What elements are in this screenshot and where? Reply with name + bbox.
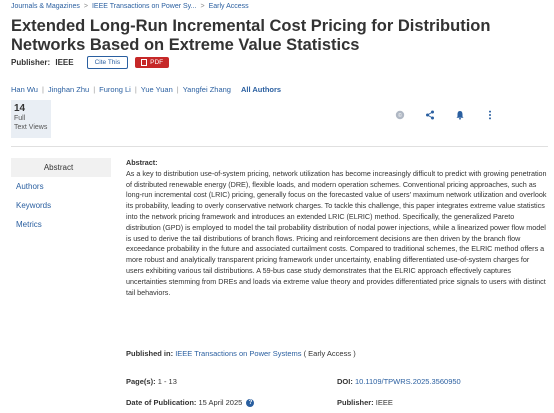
pub-date-value: 15 April 2025 [198, 398, 243, 407]
author-link[interactable]: Yue Yuan [140, 85, 173, 94]
share-icon[interactable] [425, 110, 435, 120]
metric-label-line2: Text Views [14, 124, 48, 131]
nav-item-authors[interactable]: Authors [16, 182, 44, 191]
published-in: Published in: IEEE Transactions on Power… [126, 349, 356, 358]
page-title: Extended Long-Run Incremental Cost Prici… [11, 17, 491, 54]
publisher-name: IEEE [55, 57, 74, 67]
pages-label: Page(s): [126, 377, 156, 386]
publication-date: Date of Publication: 15 April 2025 ? [126, 398, 255, 408]
more-options-icon[interactable] [485, 110, 495, 120]
cite-this-button[interactable]: Cite This [86, 55, 129, 69]
abstract-heading: Abstract: [126, 158, 158, 167]
breadcrumb-separator: > [200, 3, 205, 10]
breadcrumb-separator: > [83, 3, 88, 10]
action-icons: © [395, 110, 495, 120]
doi-link[interactable]: 10.1109/TPWRS.2025.3560950 [354, 377, 461, 386]
published-in-label: Published in: [126, 349, 174, 358]
publisher-info: Publisher: IEEE [11, 58, 74, 67]
publisher-row: Publisher: IEEE Cite This PDF [11, 54, 170, 70]
nav-item-metrics[interactable]: Metrics [16, 220, 42, 229]
nav-item-keywords[interactable]: Keywords [16, 201, 52, 210]
author-link[interactable]: Jinghan Zhu [47, 85, 90, 94]
metric-count: 14 [14, 103, 26, 114]
abstract-section: Abstract: As a key to distribution use-o… [126, 158, 548, 298]
doi-label: DOI: [337, 377, 353, 386]
all-authors-link[interactable]: All Authors [240, 85, 282, 94]
breadcrumb-early-access[interactable]: Early Access [208, 3, 249, 10]
copyright-icon[interactable]: © [395, 110, 405, 120]
author-link[interactable]: Han Wu [11, 85, 38, 94]
pub-date-label: Date of Publication: [126, 398, 197, 407]
pdf-button-label: PDF [150, 58, 164, 66]
section-nav: Abstract Authors Keywords Metrics [11, 158, 111, 234]
help-icon[interactable]: ? [246, 399, 255, 408]
abstract-text: As a key to distribution use-of-system p… [126, 168, 547, 297]
author-list: Han Wu | Jinghan Zhu | Furong Li | Yue Yuan… [11, 85, 282, 94]
journal-link[interactable]: IEEE Transactions on Power Systems [175, 349, 302, 358]
divider [11, 146, 548, 147]
published-in-suffix: ( Early Access ) [303, 349, 356, 358]
publisher-bottom-label: Publisher: [337, 398, 374, 407]
page-range: Page(s): 1 - 13 [126, 377, 177, 386]
doi: DOI: 10.1109/TPWRS.2025.3560950 [337, 377, 461, 386]
author-link[interactable]: Furong Li [99, 85, 131, 94]
publisher-label: Publisher: [11, 57, 51, 67]
svg-text:©: © [398, 112, 402, 119]
publisher-bottom-value: IEEE [375, 398, 393, 407]
breadcrumb-transactions[interactable]: IEEE Transactions on Power Sy... [91, 3, 197, 10]
full-text-views-metric: 14 Full Text Views [11, 100, 51, 138]
pdf-button[interactable]: PDF [135, 56, 170, 68]
metric-label-line1: Full [14, 115, 26, 122]
pages-value: 1 - 13 [157, 377, 177, 386]
breadcrumb-journals[interactable]: Journals & Magazines [11, 3, 80, 10]
author-link[interactable]: Yangfei Zhang [182, 85, 231, 94]
breadcrumb: Journals & Magazines > IEEE Transactions… [11, 3, 249, 10]
nav-item-abstract[interactable]: Abstract [11, 158, 111, 177]
pdf-icon [141, 58, 148, 66]
alerts-icon[interactable] [455, 110, 465, 120]
publisher-bottom: Publisher: IEEE [337, 398, 393, 407]
